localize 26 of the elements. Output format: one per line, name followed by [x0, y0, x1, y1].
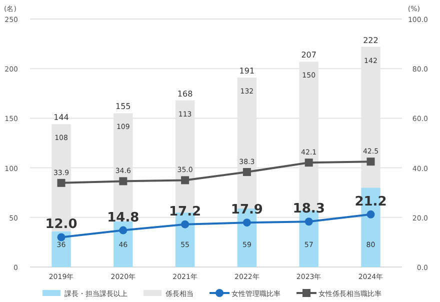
- total-label: 191: [239, 66, 255, 76]
- point: [119, 177, 128, 186]
- total-label: 207: [301, 50, 316, 60]
- point: [181, 176, 190, 184]
- point: [181, 220, 190, 228]
- point: [119, 226, 128, 234]
- point: [242, 168, 251, 176]
- point: [304, 218, 313, 226]
- point: [304, 158, 313, 167]
- total-label: 168: [177, 89, 193, 98]
- point: [242, 218, 251, 227]
- total-label: 144: [54, 113, 69, 122]
- total-label: 155: [116, 102, 131, 112]
- data-label: 17.9: [230, 202, 263, 218]
- point: [57, 233, 66, 242]
- data-label: 17.2: [169, 204, 202, 220]
- point: [57, 178, 66, 187]
- data-label: 14.8: [107, 210, 140, 226]
- point: [366, 158, 375, 166]
- bar: [114, 221, 133, 267]
- data-label: 18.3: [292, 202, 325, 217]
- data-label: 21.2: [354, 194, 387, 210]
- total-label: 222: [363, 36, 378, 45]
- data-label: 12.0: [45, 217, 78, 232]
- bar: [52, 231, 71, 267]
- point: [366, 210, 375, 218]
